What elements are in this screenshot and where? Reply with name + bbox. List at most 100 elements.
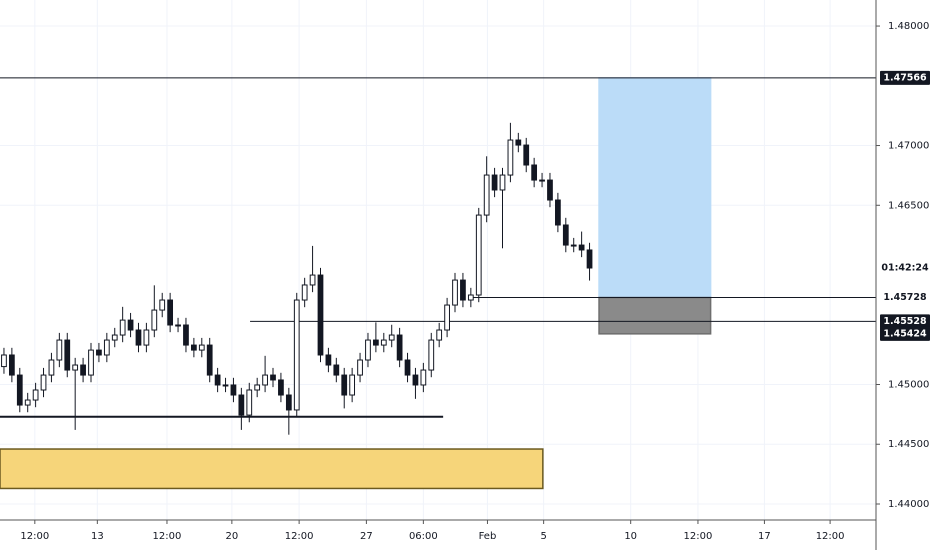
candle-body [64, 339, 71, 371]
x-tick-label: 27 [360, 531, 373, 542]
y-tick-label: 1.48000 [888, 21, 929, 32]
candle-body [444, 304, 450, 331]
candle-body [460, 279, 466, 301]
price-tag-label: 1.45728 [883, 292, 927, 303]
candle-body [420, 369, 427, 386]
candle-body [412, 374, 419, 386]
axis-layer: 1.48000 1.47000 1.46500 1.45000 1.44500 1.440… [20, 21, 929, 542]
candle-body [135, 329, 142, 346]
candle-body [373, 339, 379, 346]
candle-body [539, 179, 545, 182]
candle-body [16, 374, 23, 406]
candle-body [491, 174, 498, 191]
candle-body [333, 364, 340, 376]
y-tick-label: 1.46500 [888, 200, 929, 211]
line-layer [0, 77, 876, 418]
price-tag-label: 1.45424 [883, 328, 927, 339]
price-tag [880, 290, 930, 305]
candle-body [499, 174, 506, 191]
x-tick-label: Feb [479, 531, 497, 542]
candle-body [151, 309, 158, 331]
candle-body [48, 359, 55, 376]
candle-body [32, 389, 39, 401]
candle-body [467, 294, 474, 301]
candle-body [570, 244, 577, 247]
candle-body [523, 144, 530, 166]
price-tag-label: 1.45528 [883, 316, 927, 327]
candle-body [586, 249, 593, 269]
candle-body [214, 374, 221, 386]
candle-body [127, 319, 134, 331]
candle-body [428, 339, 435, 371]
candle-body [278, 379, 284, 396]
price-tag [880, 70, 930, 85]
candle-body [404, 359, 411, 376]
candle-body [183, 324, 189, 346]
candle-body [8, 354, 15, 376]
price-tag-label: 01:42:24 [881, 263, 929, 274]
candle-body [341, 374, 348, 396]
candle-body [96, 349, 102, 356]
candle-body [254, 384, 261, 391]
candle-body [380, 339, 387, 346]
candle-body [301, 284, 308, 301]
candle-body [349, 374, 356, 396]
candle-body [515, 139, 522, 146]
price-tag [880, 261, 930, 276]
candle-body [72, 364, 79, 371]
candle-body [562, 224, 569, 246]
candle-body [206, 344, 213, 376]
candle-body [1, 354, 7, 368]
candle-body [452, 279, 458, 306]
x-tick-label: 12:00 [285, 531, 314, 542]
y-tick-label: 1.45000 [888, 380, 929, 391]
candle-body [246, 389, 253, 416]
candle-body [119, 319, 126, 336]
x-tick-label: 10 [624, 531, 637, 542]
candle-layer [1, 122, 593, 435]
candle-body [159, 299, 166, 311]
x-tick-label: 12:00 [816, 531, 845, 542]
candle-body [191, 344, 197, 351]
x-tick-label: 13 [91, 531, 104, 542]
candle-body [167, 299, 174, 326]
x-tick-label: 12:00 [20, 531, 49, 542]
candle-body [396, 334, 403, 361]
candle-body [56, 339, 63, 361]
grid-layer [0, 0, 876, 520]
candle-body [222, 384, 229, 387]
candle-body [285, 394, 292, 411]
y-tick-label: 1.44500 [888, 439, 929, 450]
candle-body [293, 299, 300, 411]
x-tick-label: 17 [758, 531, 771, 542]
x-tick-label: 12:00 [153, 531, 182, 542]
candle-body [357, 359, 363, 376]
zone [598, 77, 712, 299]
candle-body [270, 374, 276, 381]
candle-body [309, 274, 316, 286]
zone [0, 448, 544, 490]
candle-body [24, 399, 31, 406]
candle-body [198, 344, 205, 351]
candle-body [475, 214, 482, 296]
candle-body [507, 139, 514, 176]
candle-body [238, 394, 245, 416]
candle-body [175, 324, 181, 327]
y-tick-label: 1.47000 [888, 141, 929, 152]
candle-body [317, 274, 324, 356]
candle-body [103, 339, 110, 356]
candle-body [111, 334, 118, 341]
x-tick-label: 06:00 [409, 531, 438, 542]
zone [598, 296, 712, 335]
candle-body [388, 334, 395, 341]
candle-body [230, 384, 237, 396]
candle-body [262, 374, 268, 386]
candle-body [555, 199, 561, 226]
candle-body [88, 349, 94, 376]
price-tag [880, 314, 930, 329]
candle-body [365, 339, 371, 361]
candle-body [483, 174, 490, 216]
candle-body [436, 329, 443, 341]
candle-body [143, 329, 150, 346]
